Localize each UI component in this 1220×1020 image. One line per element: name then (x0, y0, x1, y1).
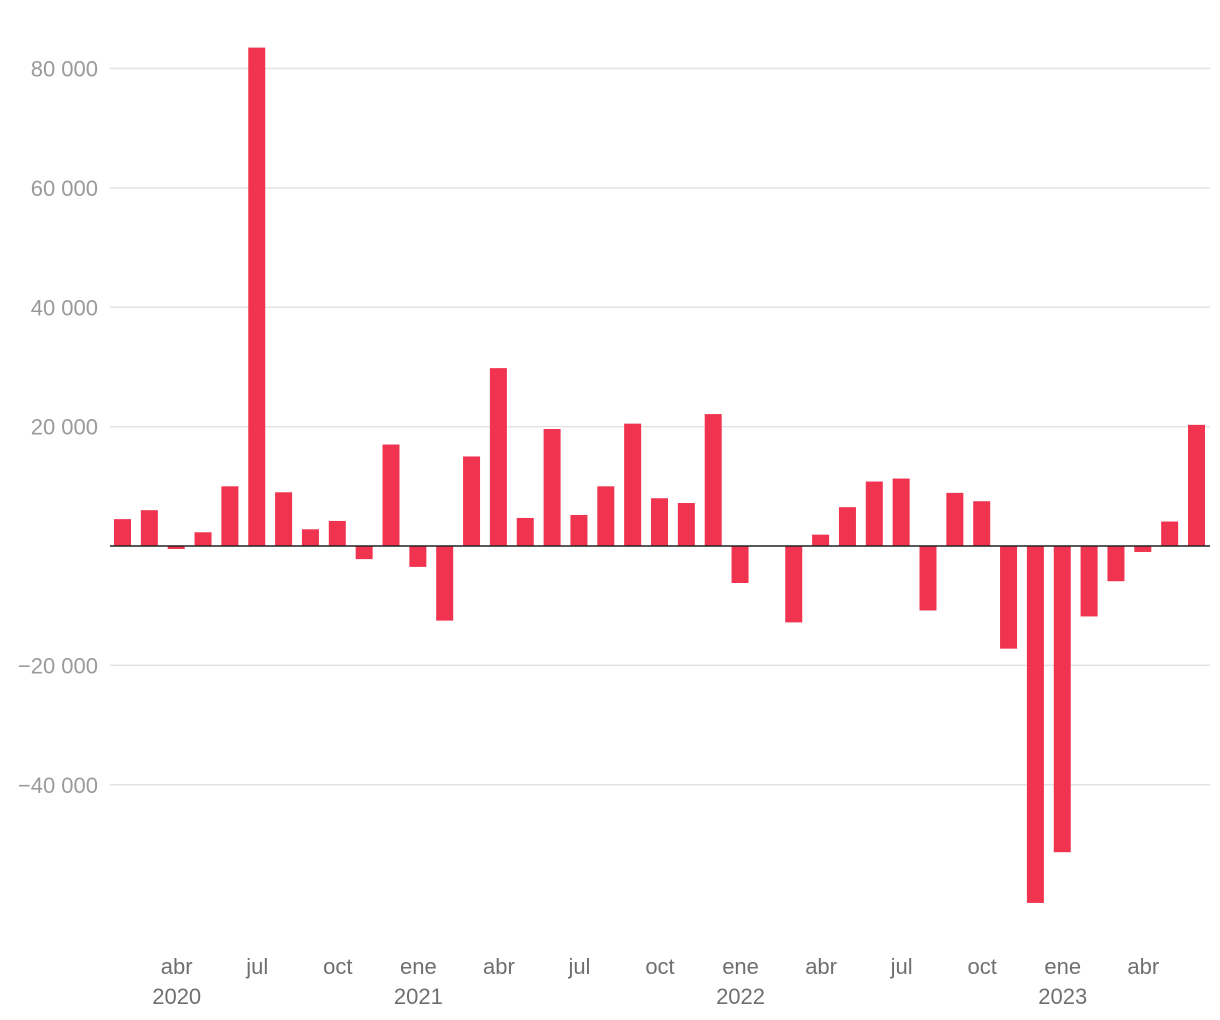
bar (114, 519, 131, 546)
x-tick-month-label: jul (245, 954, 268, 979)
bar (221, 486, 239, 546)
bar (382, 444, 400, 546)
x-tick-month-label: abr (805, 954, 837, 979)
bar (140, 510, 158, 546)
bar (543, 429, 561, 546)
y-tick-label: −20 000 (18, 653, 98, 678)
bar (919, 546, 937, 611)
bar (248, 47, 266, 546)
bar (1000, 546, 1018, 649)
gridlines (110, 67, 1210, 786)
x-tick-month-label: abr (161, 954, 193, 979)
bar (812, 534, 830, 546)
bar (301, 529, 319, 546)
bar (1107, 546, 1125, 582)
x-tick-month-label: abr (483, 954, 515, 979)
bar (409, 546, 427, 567)
bar (355, 546, 373, 560)
x-tick-year-label: 2020 (152, 984, 201, 1009)
x-tick-month-label: ene (400, 954, 437, 979)
bar (1026, 546, 1044, 903)
bar (973, 501, 991, 546)
bar (275, 492, 293, 546)
bar (167, 546, 185, 549)
x-axis-tick-labels: abr jul oct ene abr jul oct ene abr jul oct ene abr 2… (152, 954, 1159, 1009)
bar (704, 414, 722, 546)
bar (1134, 546, 1152, 552)
y-tick-label: 20 000 (31, 415, 98, 440)
y-tick-label: 60 000 (31, 176, 98, 201)
x-tick-year-label: 2022 (716, 984, 765, 1009)
x-tick-month-label: oct (323, 954, 352, 979)
bar (328, 520, 346, 546)
bar (892, 478, 910, 546)
y-axis-tick-labels: 80 000 60 000 40 000 20 000 −20 000 −40 000 (18, 57, 98, 798)
x-tick-year-label: 2021 (394, 984, 443, 1009)
bar (731, 546, 749, 584)
bar (651, 498, 668, 546)
bar (463, 456, 481, 546)
x-tick-month-label: abr (1127, 954, 1159, 979)
x-tick-month-label: oct (968, 954, 997, 979)
bar (436, 546, 454, 621)
bar (1080, 546, 1098, 617)
bar (1053, 546, 1071, 853)
x-tick-month-label: ene (1044, 954, 1081, 979)
bar (785, 546, 803, 623)
bar (865, 481, 883, 546)
x-tick-month-label: ene (722, 954, 759, 979)
y-tick-label: 80 000 (31, 57, 98, 82)
bar (194, 532, 212, 546)
bar (624, 423, 642, 546)
bar (677, 503, 695, 546)
bar (570, 514, 588, 546)
x-tick-year-label: 2023 (1038, 984, 1087, 1009)
y-tick-label: 40 000 (31, 295, 98, 320)
bar (597, 486, 615, 546)
y-tick-label: −40 000 (18, 773, 98, 798)
bar (516, 517, 534, 546)
bar (946, 492, 964, 546)
bar (489, 368, 507, 546)
bar (838, 507, 856, 546)
x-tick-month-label: oct (645, 954, 674, 979)
x-tick-month-label: jul (890, 954, 913, 979)
bar (1161, 521, 1179, 546)
bar (1188, 424, 1205, 546)
x-tick-month-label: jul (567, 954, 590, 979)
bars (114, 47, 1205, 903)
